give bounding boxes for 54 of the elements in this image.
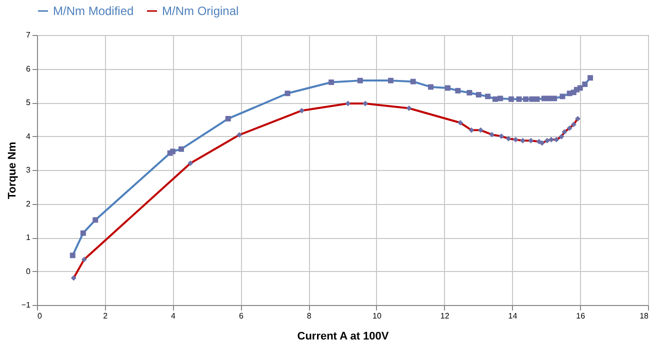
point bbox=[170, 148, 176, 154]
point bbox=[357, 78, 363, 84]
point bbox=[70, 252, 76, 258]
point bbox=[523, 96, 529, 102]
x-tick-label: 6 bbox=[238, 312, 244, 320]
point bbox=[284, 90, 290, 96]
point bbox=[498, 96, 504, 102]
point bbox=[485, 94, 491, 100]
point bbox=[428, 84, 434, 90]
x-tick-label: 2 bbox=[103, 312, 108, 320]
point bbox=[546, 96, 552, 102]
y-tick-label: 1 bbox=[26, 233, 32, 242]
y-tick-label: 4 bbox=[26, 132, 32, 141]
point bbox=[552, 96, 558, 102]
x-tick-label: 8 bbox=[306, 312, 312, 320]
point bbox=[577, 85, 583, 91]
point bbox=[80, 230, 86, 236]
point bbox=[492, 96, 498, 102]
point bbox=[560, 94, 566, 100]
x-axis-title: Current A at 100V bbox=[297, 330, 390, 342]
x-tick-label: 10 bbox=[372, 312, 382, 320]
y-tick-label: −1 bbox=[21, 300, 32, 310]
y-tick-label: 3 bbox=[26, 166, 32, 174]
point bbox=[466, 90, 472, 96]
x-tick-label: 18 bbox=[640, 312, 650, 320]
y-axis-title: Torque Nm bbox=[6, 142, 18, 200]
point bbox=[444, 85, 450, 91]
point bbox=[534, 96, 540, 102]
point bbox=[178, 146, 184, 152]
point bbox=[328, 80, 334, 85]
point bbox=[541, 96, 547, 102]
x-tick-label: 0 bbox=[38, 312, 42, 320]
point bbox=[388, 78, 394, 84]
legend-label: M/Nm Original bbox=[162, 4, 239, 18]
y-tick-label: 7 bbox=[26, 30, 32, 40]
point bbox=[588, 75, 594, 81]
legend-label: M/Nm Modified bbox=[53, 4, 134, 18]
y-tick-label: 6 bbox=[26, 64, 32, 74]
x-tick-label: 14 bbox=[508, 312, 518, 320]
point bbox=[516, 96, 522, 102]
y-tick-label: 2 bbox=[26, 199, 32, 208]
x-tick-label: 16 bbox=[576, 312, 586, 320]
x-tick-label: 12 bbox=[440, 312, 450, 320]
point bbox=[508, 96, 514, 102]
point bbox=[582, 82, 588, 88]
y-tick-label: 5 bbox=[26, 98, 32, 107]
x-tick-label: 4 bbox=[171, 312, 176, 320]
point bbox=[92, 217, 98, 223]
point bbox=[455, 88, 461, 94]
point bbox=[476, 92, 482, 98]
point bbox=[529, 96, 535, 102]
point bbox=[410, 78, 416, 84]
point bbox=[225, 116, 231, 122]
y-tick-label: 0 bbox=[26, 266, 32, 276]
